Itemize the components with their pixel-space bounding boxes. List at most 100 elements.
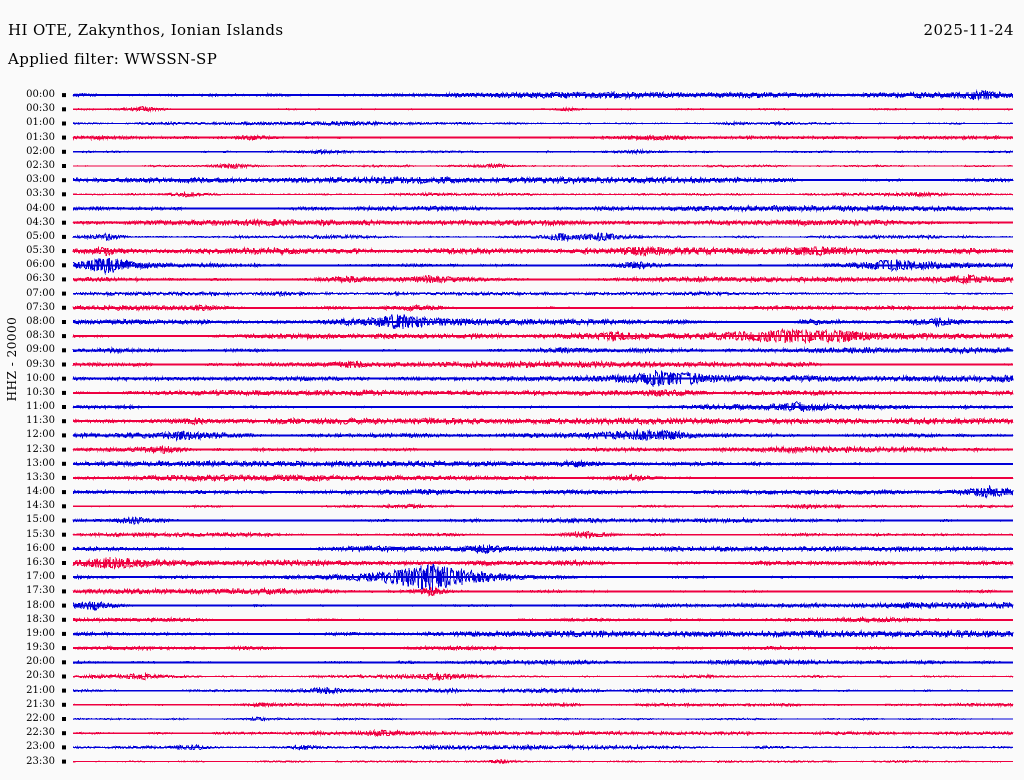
row-tick-mark — [62, 149, 66, 154]
row-tick-mark — [62, 603, 66, 608]
time-label-2000: 20:00 — [26, 656, 55, 668]
time-label-0000: 00:00 — [26, 89, 55, 101]
time-label-2230: 22:30 — [26, 727, 55, 739]
time-label-2300: 23:00 — [26, 741, 55, 753]
time-label-0430: 04:30 — [26, 216, 55, 228]
time-label-1100: 11:00 — [26, 401, 55, 413]
time-label-0600: 06:00 — [26, 259, 55, 271]
time-label-0900: 09:00 — [26, 344, 55, 356]
row-tick-mark — [62, 419, 66, 424]
row-tick-mark — [62, 461, 66, 466]
row-tick-mark — [62, 447, 66, 452]
time-label-0800: 08:00 — [26, 315, 55, 327]
time-label-0100: 01:00 — [26, 117, 55, 129]
time-label-2100: 21:00 — [26, 684, 55, 696]
seismogram-traces — [62, 89, 1014, 765]
row-tick-mark — [62, 561, 66, 565]
row-tick-mark — [62, 674, 66, 679]
time-label-0300: 03:00 — [26, 174, 55, 186]
row-tick-mark — [62, 688, 66, 693]
row-tick-mark — [62, 334, 66, 339]
row-tick-mark — [62, 93, 66, 98]
time-label-1800: 18:00 — [26, 599, 55, 611]
row-tick-mark — [62, 731, 66, 736]
row-tick-mark — [62, 504, 66, 509]
time-label-1930: 19:30 — [26, 642, 55, 654]
row-tick-mark — [62, 745, 66, 750]
time-label-0830: 08:30 — [26, 330, 55, 342]
time-label-1630: 16:30 — [26, 557, 55, 569]
time-label-1600: 16:00 — [26, 542, 55, 554]
row-tick-mark — [62, 433, 66, 438]
row-tick-mark — [62, 376, 66, 381]
time-label-1530: 15:30 — [26, 528, 55, 540]
row-tick-mark — [62, 263, 66, 268]
row-tick-mark — [62, 234, 66, 239]
row-tick-mark — [62, 121, 66, 126]
row-tick-mark — [62, 348, 66, 353]
row-tick-mark — [62, 631, 66, 636]
row-tick-mark — [62, 490, 66, 495]
row-tick-mark — [62, 362, 66, 367]
row-tick-mark — [62, 320, 66, 324]
row-tick-mark — [62, 759, 66, 764]
row-tick-mark — [62, 475, 66, 480]
time-label-1200: 12:00 — [26, 429, 55, 441]
row-tick-mark — [62, 249, 66, 254]
time-label-1400: 14:00 — [26, 486, 55, 498]
row-tick-mark — [62, 178, 66, 183]
trace-line — [72, 729, 1014, 738]
time-label-0130: 01:30 — [26, 131, 55, 143]
date-label: 2025-11-24 — [923, 21, 1014, 39]
row-tick-mark — [62, 390, 66, 395]
time-label-1730: 17:30 — [26, 585, 55, 597]
row-tick-mark — [62, 206, 66, 211]
time-label-2030: 20:30 — [26, 670, 55, 682]
time-label-1030: 10:30 — [26, 386, 55, 398]
row-tick-mark — [62, 107, 66, 112]
time-label-1430: 14:30 — [26, 500, 55, 512]
row-tick-mark — [62, 617, 66, 622]
time-label-2330: 23:30 — [26, 755, 55, 767]
time-label-1830: 18:30 — [26, 613, 55, 625]
row-tick-mark — [62, 135, 66, 140]
time-label-2130: 21:30 — [26, 698, 55, 710]
time-label-0400: 04:00 — [26, 202, 55, 214]
row-tick-mark — [62, 518, 66, 523]
time-label-1000: 10:00 — [26, 372, 55, 384]
row-tick-mark — [62, 546, 66, 551]
time-label-0230: 02:30 — [26, 159, 55, 171]
time-label-0700: 07:00 — [26, 287, 55, 299]
time-label-1130: 11:30 — [26, 415, 55, 427]
time-label-0030: 00:30 — [26, 103, 55, 115]
time-label-0730: 07:30 — [26, 301, 55, 313]
row-tick-mark — [62, 220, 66, 225]
row-tick-mark — [62, 305, 66, 310]
row-tick-mark — [62, 192, 66, 197]
time-label-0500: 05:00 — [26, 230, 55, 242]
row-tick-mark — [62, 589, 66, 594]
time-label-1700: 17:00 — [26, 571, 55, 583]
row-tick-mark — [62, 277, 66, 282]
time-label-2200: 22:00 — [26, 713, 55, 724]
row-tick-mark — [62, 291, 66, 296]
time-label-1330: 13:30 — [26, 471, 55, 483]
seismogram-plot: 00:00 00:30 01:00 01:30 02:00 02:30 03:00 03:30… — [0, 78, 1024, 778]
row-tick-mark — [62, 702, 66, 707]
station-title: HI OTE, Zakynthos, Ionian Islands — [8, 21, 284, 39]
row-tick-mark — [62, 532, 66, 537]
row-tick-mark — [62, 405, 66, 409]
time-label-0630: 06:30 — [26, 273, 55, 285]
row-tick-mark — [62, 660, 66, 665]
row-tick-mark — [62, 646, 66, 651]
row-tick-mark — [62, 575, 66, 580]
time-label-0930: 09:30 — [26, 358, 55, 370]
time-label-1230: 12:30 — [26, 443, 55, 455]
applied-filter-label: Applied filter: WWSSN-SP — [8, 50, 218, 68]
time-label-1300: 13:00 — [26, 457, 55, 469]
time-label-1900: 19:00 — [26, 627, 55, 639]
row-tick-mark — [62, 164, 66, 168]
row-tick-mark — [62, 717, 66, 721]
time-label-0330: 03:30 — [26, 188, 55, 200]
